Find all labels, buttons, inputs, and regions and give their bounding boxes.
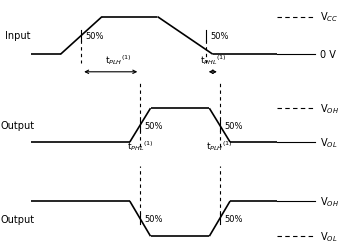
Text: Output: Output xyxy=(1,214,35,224)
Text: V$_{OL}$: V$_{OL}$ xyxy=(320,136,338,149)
Text: 0 V: 0 V xyxy=(320,50,336,60)
Text: V$_{OL}$: V$_{OL}$ xyxy=(320,230,338,243)
Text: 50%: 50% xyxy=(86,32,104,41)
Text: V$_{OH}$: V$_{OH}$ xyxy=(320,194,339,208)
Text: Output: Output xyxy=(1,121,35,130)
Text: V$_{OH}$: V$_{OH}$ xyxy=(320,102,339,116)
Text: 50%: 50% xyxy=(224,121,243,130)
Text: 50%: 50% xyxy=(145,214,163,223)
Text: t$_{PHL}$$^{(1)}$: t$_{PHL}$$^{(1)}$ xyxy=(127,138,153,152)
Text: V$_{CC}$: V$_{CC}$ xyxy=(320,11,338,24)
Text: t$_{PLH}$$^{(1)}$: t$_{PLH}$$^{(1)}$ xyxy=(104,53,131,67)
Text: 50%: 50% xyxy=(210,32,229,41)
Text: Input: Input xyxy=(5,31,31,41)
Text: 50%: 50% xyxy=(224,214,243,223)
Text: 50%: 50% xyxy=(145,121,163,130)
Text: t$_{PLH}$$^{(1)}$: t$_{PLH}$$^{(1)}$ xyxy=(207,138,233,152)
Text: t$_{PHL}$$^{(1)}$: t$_{PHL}$$^{(1)}$ xyxy=(200,53,227,67)
